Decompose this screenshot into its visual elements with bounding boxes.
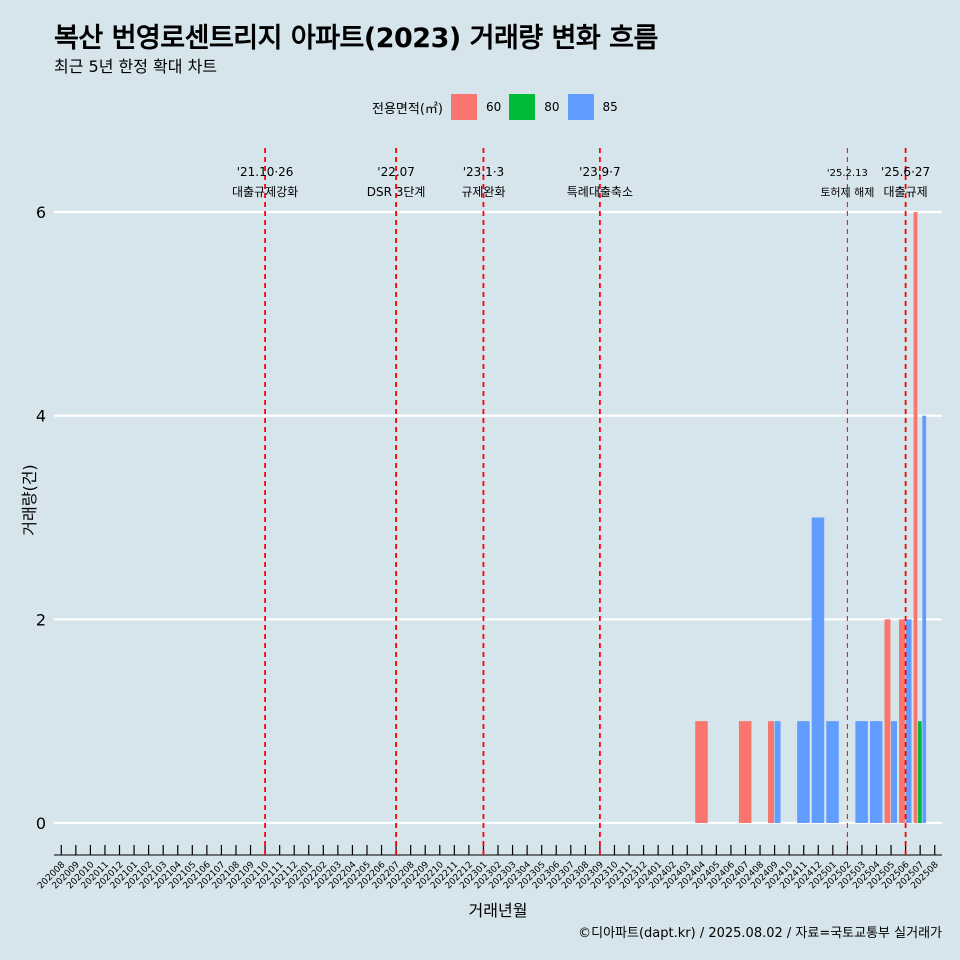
legend-item-80: 80	[509, 94, 560, 120]
annotation-date-202502: '25.2.13	[827, 168, 868, 179]
annotation-label-202309: 특례대출축소	[567, 185, 633, 199]
legend-swatch-85	[567, 94, 594, 120]
bar-202504-85	[869, 721, 883, 823]
annotation-label-202301: 규제완화	[461, 185, 505, 199]
y-tick-label-4: 4	[36, 407, 46, 426]
x-axis-label: 거래년월	[468, 901, 528, 920]
legend-swatch-60	[450, 94, 477, 120]
bar-202501-85	[826, 721, 839, 823]
annotation-label-202506: 대출규제	[884, 185, 928, 199]
legend-label-60: 60	[485, 100, 502, 114]
bar-202507-80	[917, 721, 922, 823]
bar-202412-85	[811, 517, 825, 823]
bar-202506-60	[899, 619, 906, 823]
chart-subtitle: 최근 5년 한정 확대 차트	[54, 57, 218, 76]
annotation-date-202207: '22.07	[377, 165, 415, 179]
bar-202507-60	[913, 212, 918, 823]
bar-202505-60	[884, 619, 891, 823]
bar-202505-85	[891, 721, 897, 823]
bar-202507-85	[922, 415, 927, 823]
y-tick-label-0: 0	[36, 814, 46, 833]
annotation-date-202309: '23.9·7	[579, 165, 620, 179]
annotation-label-202207: DSR 3단계	[367, 185, 426, 199]
bar-202506-85	[905, 619, 912, 823]
legend-label-80: 80	[544, 100, 560, 114]
y-tick-label-2: 2	[36, 610, 46, 629]
bar-202409-60	[768, 721, 774, 823]
bar-202409-85	[774, 721, 781, 823]
annotation-date-202506: '25.6·27	[881, 165, 930, 179]
source-caption: ©디아파트(dapt.kr) / 2025.08.02 / 자료=국토교통부 실…	[578, 926, 942, 941]
bar-202411-85	[797, 721, 810, 823]
bar-202503-85	[855, 721, 868, 823]
y-axis-label: 거래량(건)	[20, 464, 39, 536]
annotation-date-202301: '23.1·3	[463, 165, 504, 179]
annotation-label-202502: 토허제 해제	[820, 185, 874, 199]
annotation-label-202110: 대출규제강화	[232, 185, 298, 199]
annotation-date-202110: '21.10·26	[237, 165, 294, 179]
bar-202407-60	[738, 721, 752, 823]
legend-title: 전용면적(㎡)	[372, 101, 443, 117]
bar-202404-60	[695, 721, 708, 823]
legend: 전용면적(㎡) 60 80 85	[372, 93, 626, 121]
y-tick-label-6: 6	[36, 203, 46, 222]
chart-title: 복산 번영로센트리지 아파트(2023) 거래량 변화 흐름	[54, 23, 658, 54]
legend-item-85: 85	[567, 94, 618, 120]
legend-item-60: 60	[450, 94, 502, 120]
legend-swatch-80	[509, 94, 536, 120]
legend-label-85: 85	[602, 100, 618, 114]
